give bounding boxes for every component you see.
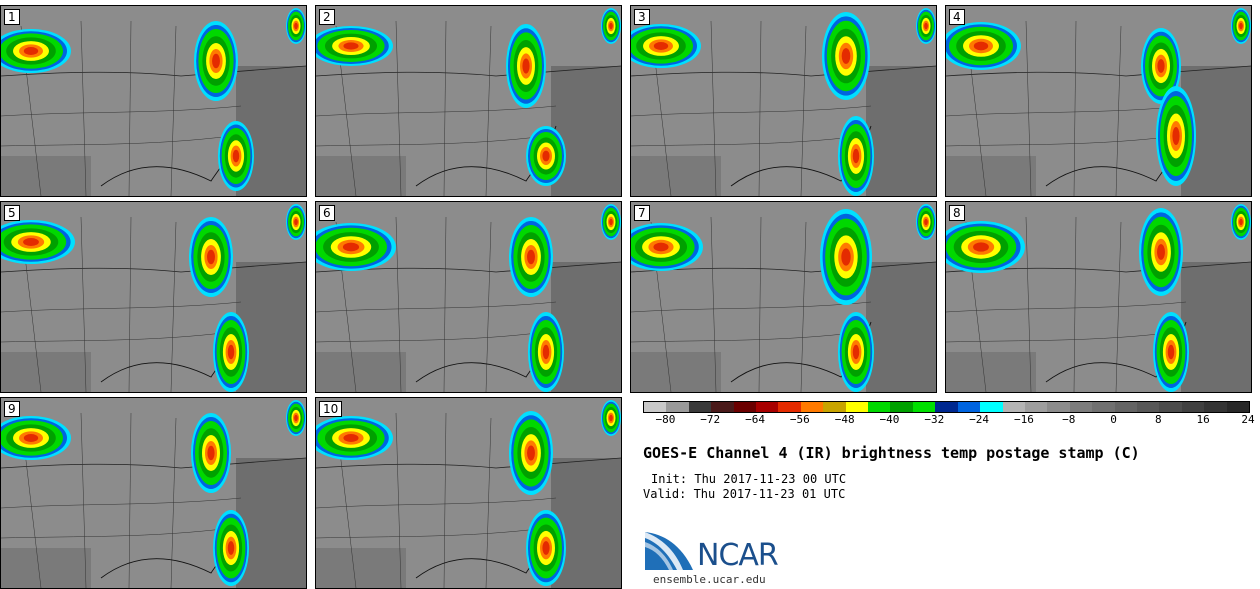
postage-stamp-panel[interactable]: 1 (0, 5, 307, 197)
colorbar-swatch (756, 402, 779, 412)
colorbar-swatch (1114, 402, 1137, 412)
postage-stamp-panel[interactable]: 4 (945, 5, 1252, 197)
colorbar-swatch (800, 402, 824, 412)
colorbar-swatch (1159, 402, 1182, 412)
colorbar-swatch (912, 402, 936, 412)
ir-map-image (1, 398, 306, 588)
colorbar-swatch (688, 402, 712, 412)
colorbar-swatch (1226, 402, 1249, 412)
panel-number-label: 4 (949, 9, 965, 25)
postage-stamp-panel[interactable]: 3 (630, 5, 937, 197)
colorbar-swatch (1024, 402, 1048, 412)
ir-map-image (1, 202, 306, 392)
colorbar-swatch (1181, 402, 1205, 412)
colorbar-tick: 8 (1155, 413, 1162, 426)
panel-number-label: 5 (4, 205, 20, 221)
panel-number-label: 9 (4, 401, 20, 417)
colorbar-swatch (868, 402, 891, 412)
logo-url[interactable]: ensemble.ucar.edu (653, 573, 766, 586)
colorbar-tick: −48 (834, 413, 855, 426)
ncar-swoosh-icon (645, 532, 693, 570)
ir-map-image (631, 6, 936, 196)
colorbar-swatch (778, 402, 801, 412)
ir-map-image (946, 6, 1251, 196)
valid-time: Valid: Thu 2017-11-23 01 UTC (643, 487, 846, 501)
postage-stamp-panel[interactable]: 6 (315, 201, 622, 393)
colorbar-swatch (823, 402, 846, 412)
logo-wordmark: NCAR (697, 538, 779, 573)
colorbar-swatch (1136, 402, 1160, 412)
plot-title: GOES-E Channel 4 (IR) brightness temp po… (643, 444, 1140, 462)
colorbar-tick-labels: −80−72−64−56−48−40−32−24−16−808162432 (643, 413, 1254, 429)
colorbar-tick: −72 (700, 413, 721, 426)
panel-number-label: 7 (634, 205, 650, 221)
colorbar-tick: −80 (655, 413, 676, 426)
ir-map-image (631, 202, 936, 392)
init-time: Init: Thu 2017-11-23 00 UTC (651, 472, 847, 486)
colorbar-swatch (1002, 402, 1025, 412)
ncar-logo[interactable]: NCAR ensemble.ucar.edu (643, 530, 803, 586)
colorbar-tick: 16 (1196, 413, 1210, 426)
colorbar-swatch (1092, 402, 1115, 412)
postage-stamp-panel[interactable]: 2 (315, 5, 622, 197)
colorbar-tick: −40 (879, 413, 900, 426)
postage-stamp-panel[interactable]: 10 (315, 397, 622, 589)
colorbar-tick: −32 (924, 413, 945, 426)
colorbar-swatch (644, 402, 667, 412)
panel-number-label: 1 (4, 9, 20, 25)
panel-number-label: 6 (319, 205, 335, 221)
colorbar-swatch (1069, 402, 1093, 412)
colorbar-swatch (1047, 402, 1070, 412)
colorbar-tick: −8 (1062, 413, 1076, 426)
colorbar-swatch (711, 402, 734, 412)
colorbar-swatch (890, 402, 913, 412)
panel-number-label: 2 (319, 9, 335, 25)
colorbar-tick: −56 (789, 413, 810, 426)
colorbar-swatch (845, 402, 869, 412)
postage-stamp-panel[interactable]: 5 (0, 201, 307, 393)
ir-map-image (316, 398, 621, 588)
postage-stamp-panel[interactable]: 9 (0, 397, 307, 589)
ir-map-image (316, 202, 621, 392)
colorbar-tick: 0 (1110, 413, 1117, 426)
panel-number-label: 10 (319, 401, 343, 417)
ir-map-image (946, 202, 1251, 392)
postage-stamp-panel[interactable]: 7 (630, 201, 937, 393)
colorbar-swatch (980, 402, 1003, 412)
colorbar-tick: −16 (1013, 413, 1034, 426)
colorbar-tick: −24 (969, 413, 990, 426)
colorbar-swatch (666, 402, 689, 412)
colorbar-swatch (935, 402, 958, 412)
colorbar-swatch (957, 402, 981, 412)
colorbar-swatch (733, 402, 757, 412)
colorbar-tick: −64 (745, 413, 765, 426)
ir-map-image (316, 6, 621, 196)
colorbar (643, 401, 1250, 413)
colorbar-tick: 24 (1241, 413, 1255, 426)
panel-number-label: 3 (634, 9, 650, 25)
ir-map-image (1, 6, 306, 196)
colorbar-swatch (1204, 402, 1227, 412)
postage-stamp-panel[interactable]: 8 (945, 201, 1252, 393)
panel-number-label: 8 (949, 205, 965, 221)
